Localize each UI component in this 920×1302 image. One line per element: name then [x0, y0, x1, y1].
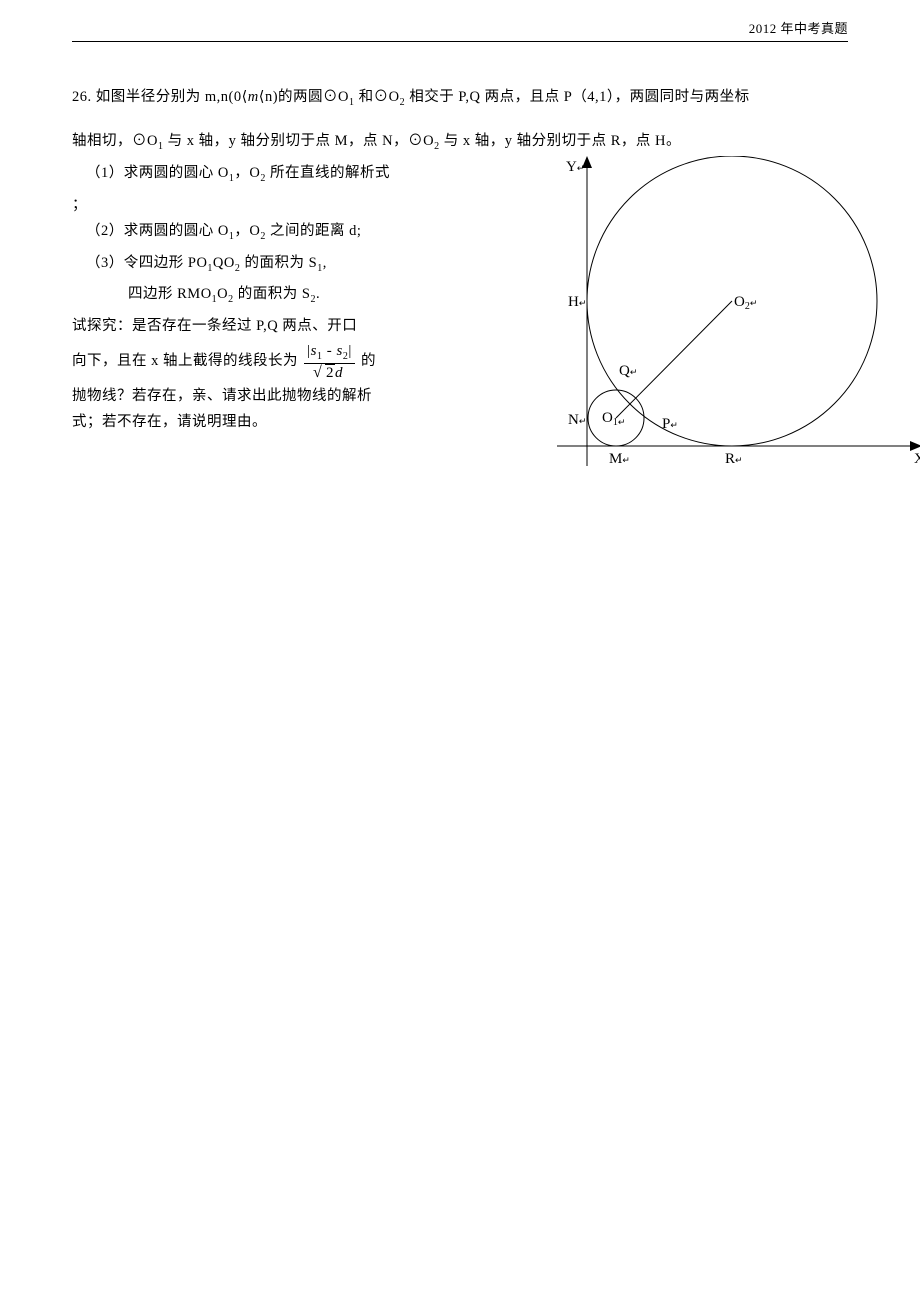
- explore: 试探究：是否存在一条经过 P,Q 两点、开口: [72, 313, 452, 339]
- label-N: N↵: [568, 412, 586, 428]
- problem-text: 26. 如图半径分别为 m,n(0⟨m⟨n)的两圆⊙O1 和⊙O2 相交于 P,…: [72, 84, 452, 435]
- intro-d: 相交于 P,Q 两点，且点 P（4,1），两圆同时与两坐标: [405, 89, 750, 105]
- fd-d: d: [335, 365, 343, 381]
- q2c: 之间的距离 d;: [266, 223, 362, 239]
- label-O2: O2↵: [734, 294, 757, 312]
- page: 2012 年中考真题 26. 如图半径分别为 m,n(0⟨m⟨n)的两圆⊙O1 …: [0, 0, 920, 435]
- intro-paren2: ⟨n: [259, 89, 273, 105]
- q1d: ；: [72, 192, 452, 218]
- q3-l1: （3）令四边形 PO1QO2 的面积为 S1,: [72, 250, 452, 282]
- down-a: 向下，且在 x 轴上截得的线段长为: [72, 353, 298, 369]
- q1: （1）求两圆的圆心 O1，O2 所在直线的解析式: [72, 160, 452, 192]
- q3b: QO: [213, 255, 235, 271]
- intro-m: m: [248, 89, 259, 105]
- q3g: 的面积为 S: [234, 286, 311, 302]
- label-Y: Y↵: [566, 159, 584, 175]
- label-H: H↵: [568, 294, 586, 310]
- problem-number: 26.: [72, 89, 92, 105]
- down-line: 向下，且在 x 轴上截得的线段长为 |s1 - s2| 2d 的: [72, 339, 452, 383]
- problem-content: 26. 如图半径分别为 m,n(0⟨m⟨n)的两圆⊙O1 和⊙O2 相交于 P,…: [72, 84, 848, 435]
- label-R: R↵: [725, 451, 743, 467]
- label-P: P↵: [662, 416, 678, 432]
- label-X: X↵: [914, 451, 920, 467]
- q3f: O: [217, 286, 228, 302]
- q2: （2）求两圆的圆心 O1，O2 之间的距离 d;: [72, 218, 452, 250]
- q1c: 所在直线的解析式: [266, 165, 390, 181]
- l2b: 与 x 轴，y 轴分别切于点 M，点 N，⊙O: [163, 133, 434, 149]
- label-M: M↵: [609, 451, 630, 467]
- q1a: （1）求两圆的圆心 O: [86, 165, 229, 181]
- q3-l2: 四边形 RMO1O2 的面积为 S2.: [72, 281, 452, 313]
- down-b: 的: [361, 353, 376, 369]
- q2a: （2）求两圆的圆心 O: [86, 223, 229, 239]
- figure-svg: Y↵ X↵ H↵ N↵ M↵ R↵ Q↵ P↵ O1↵ O2↵: [472, 156, 920, 496]
- q3e: 四边形 RMO: [128, 286, 212, 302]
- l2c: 与 x 轴，y 轴分别切于点 R，点 H。: [440, 133, 681, 149]
- q3c: 的面积为 S: [240, 255, 317, 271]
- line-o1o2: [616, 301, 732, 418]
- q3a: （3）令四边形 PO: [86, 255, 207, 271]
- fn-sub2: 2: [343, 351, 349, 362]
- intro-c: 和⊙O: [355, 89, 400, 105]
- par-a: 抛物线？若存在，亲、请求出此抛物线的解析: [72, 383, 452, 409]
- intro-b: 的两圆⊙O: [278, 89, 349, 105]
- frac-den: 2d: [304, 364, 355, 382]
- problem-intro: 26. 如图半径分别为 m,n(0⟨m⟨n)的两圆⊙O1 和⊙O2 相交于 P,…: [72, 84, 852, 116]
- fd-2: 2: [326, 365, 334, 381]
- intro-paren: 0⟨: [234, 89, 248, 105]
- q3d: ,: [323, 255, 327, 271]
- page-header: 2012 年中考真题: [72, 18, 848, 42]
- q1b: ，O: [234, 165, 260, 181]
- fn-dash: -: [322, 343, 336, 359]
- fraction: |s1 - s2| 2d: [304, 343, 355, 382]
- problem-line2: 轴相切，⊙O1 与 x 轴，y 轴分别切于点 M，点 N，⊙O2 与 x 轴，y…: [72, 128, 852, 160]
- q2b: ，O: [234, 223, 260, 239]
- l2a: 轴相切，⊙O: [72, 133, 158, 149]
- label-Q: Q↵: [619, 363, 637, 379]
- par-b: 式；若不存在，请说明理由。: [72, 409, 452, 435]
- frac-num: |s1 - s2|: [304, 343, 355, 364]
- geometry-figure: Y↵ X↵ H↵ N↵ M↵ R↵ Q↵ P↵ O1↵ O2↵: [472, 156, 920, 496]
- intro-a: 如图半径分别为 m,n: [96, 89, 229, 105]
- q3h: .: [316, 286, 320, 302]
